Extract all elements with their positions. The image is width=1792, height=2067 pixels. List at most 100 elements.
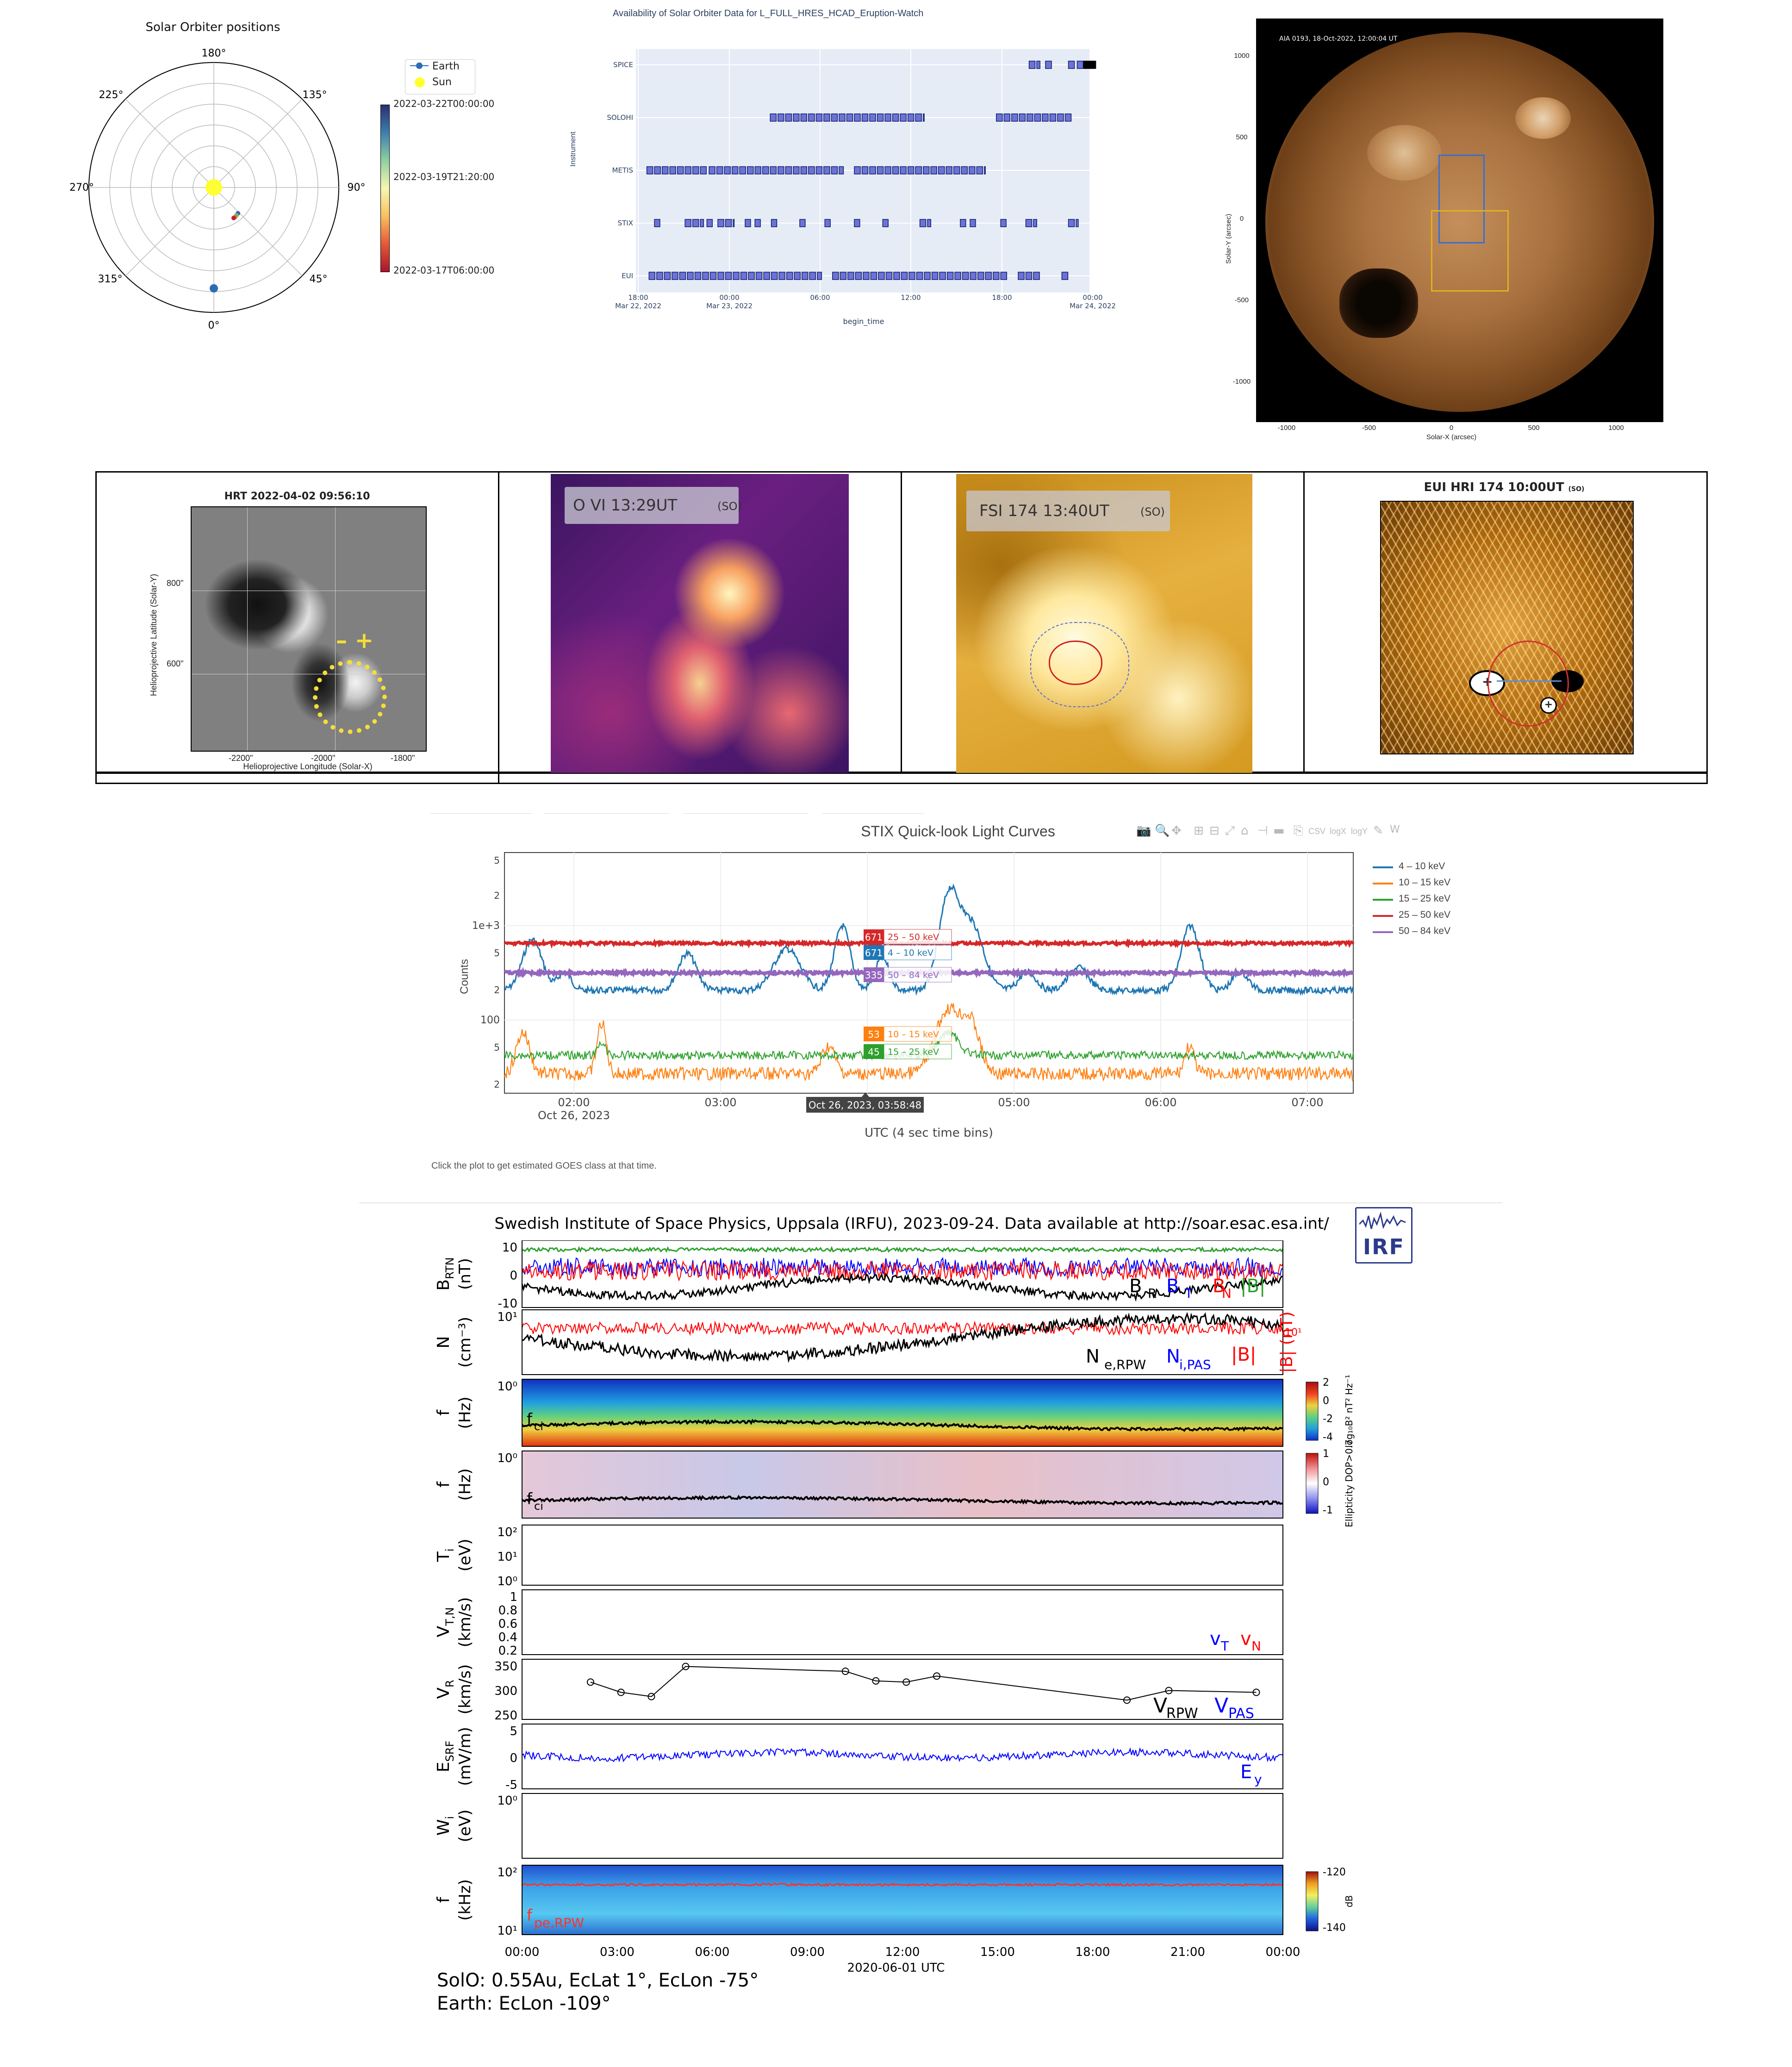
availability-bar [1068,61,1075,69]
toolbar-logx[interactable]: logX [1330,827,1347,836]
stix-ytick-6: 5 [494,1042,500,1053]
irfu-ylabel: f [434,1481,453,1488]
availability-bar [793,113,800,122]
toolbar-csv[interactable]: CSV [1308,827,1326,836]
availability-chart: SPICE SOLOHI METIS STIX EUI 18:00 Mar 22… [607,49,1116,326]
availability-bar [870,272,877,280]
stix-hover-swatch [864,1027,884,1041]
availability-bar [924,272,931,280]
availability-xlabel: begin_time [843,317,884,326]
stix-xtick-5: 07:00 [1291,1096,1323,1109]
availability-bar [824,219,831,227]
availability-bar [740,272,747,280]
availability-bar [1083,61,1096,69]
irfu-fpe-line [522,1882,1283,1887]
irfu-xtick: 15:00 [980,1945,1015,1959]
availability-bar [823,113,830,122]
availability-bar [1036,61,1040,69]
zoom-in-icon[interactable]: ⊞ [1194,824,1204,838]
availability-bar [664,272,671,280]
availability-bar [984,166,986,174]
legend-sun-icon [415,77,425,87]
autoscale-icon[interactable]: ⤢ [1225,824,1235,838]
hri-label: EUI HRI 174 10:00UT [1424,480,1564,494]
stix-legend-3[interactable]: 25 – 50 keV [1399,909,1451,920]
availability-bar [970,219,976,227]
stix-ytick-3: 5 [494,947,500,959]
polar-colorbar-bottom: 2022-03-17T06:00:00 [393,265,495,276]
irfu-ylabel: BRTN [434,1257,456,1290]
availability-bar [692,166,699,174]
ovi-panel: O VI 13:29UT (SO) [551,474,849,773]
availability-bar [1025,272,1033,280]
stix-legend[interactable]: 4 – 10 keV 10 – 15 keV 15 – 25 keV 25 – … [1373,860,1493,943]
stix-legend-0[interactable]: 4 – 10 keV [1399,861,1445,872]
legend-15-25-swatch [1373,899,1393,901]
stix-hover-value: 335 [865,970,883,981]
hrt-xtick-2: -1800" [391,753,415,763]
compare-icon[interactable]: ▬ [1273,824,1285,838]
pan-icon[interactable]: ✥ [1171,824,1182,838]
stix-chart[interactable]: 5 2 1e+3 5 2 100 5 2 02:00 Oct 26, 2023 … [463,847,1361,1143]
irfu-panel-frame [522,1659,1283,1720]
irf-logo-wave-icon [1359,1211,1406,1229]
spike-icon[interactable]: ⊣ [1257,824,1268,838]
aia-ytick-4: -1000 [1232,378,1251,386]
wiki-icon[interactable]: W [1390,824,1400,835]
availability-bar [969,166,976,174]
zoom-icon[interactable]: 🔍 [1155,824,1170,838]
stix-legend-1[interactable]: 10 – 15 keV [1399,877,1451,888]
stix-hover-label-bg [884,1044,952,1059]
irfu-xtick: 00:00 [505,1945,540,1959]
stix-hover-label: 15 – 25 keV [888,1047,939,1057]
avail-xtick-5: 00:00 [1083,293,1102,302]
availability-bar [970,272,977,280]
irfu-vr-pas: V [1214,1694,1228,1718]
irfu-ylabel: f [434,1409,453,1416]
irfu-legend-bn-sub: N [1222,1286,1232,1301]
irfu-panel-frame [522,1379,1283,1447]
irfu-panel-frame [522,1865,1283,1935]
camera-icon[interactable]: 📷 [1136,824,1151,838]
irfu-ytick: 1 [510,1590,517,1604]
polar-title: Solar Orbiter positions [145,20,280,34]
hrt-polarity-label: – + [336,628,373,654]
irfu-legend-br-sub: R [1148,1286,1157,1301]
stix-hover-swatch [864,1044,884,1059]
irfu-yunit: (km/s) [456,1597,474,1648]
availability-bar [654,219,660,227]
irfu-e-line [522,1747,1283,1762]
zoom-out-icon[interactable]: ⊟ [1209,824,1220,838]
availability-bar [694,272,702,280]
availability-bar [687,272,694,280]
avail-xtick-5-date: Mar 24, 2022 [1070,302,1116,310]
irfu-colorbar-3 [1306,1871,1319,1931]
irfu-spectrogram-rpw [522,1865,1283,1935]
irfu-ytick: 0.8 [498,1604,517,1618]
availability-bar [778,113,784,122]
pencil-icon[interactable]: ✎ [1373,824,1383,838]
availability-bar [1028,61,1036,69]
irfu-ytick: 10 [502,1241,517,1255]
stix-title: STIX Quick-look Light Curves [861,823,1055,840]
stix-legend-2[interactable]: 15 – 25 keV [1399,893,1451,904]
fsi-label: FSI 174 13:40UT [979,502,1109,520]
availability-bar [869,166,876,174]
hrt-ytick-0: 800" [167,579,184,588]
home-icon[interactable]: ⌂ [1241,824,1249,838]
irfu-colorbar-1-tick: -2 [1323,1413,1333,1425]
csv-icon[interactable]: ⎘ [1294,824,1303,838]
aia-xtick-0: -1000 [1277,424,1296,432]
inst-spice: SPICE [613,61,633,69]
availability-bar [717,219,724,227]
inst-metis: METIS [612,166,633,174]
irfu-legend-ne: N [1086,1346,1100,1367]
availability-bar [770,166,777,174]
irfu-xtick: 03:00 [600,1945,635,1959]
stix-legend-4[interactable]: 50 – 84 keV [1399,926,1451,936]
toolbar-logy[interactable]: logY [1351,827,1368,836]
hrt-xtick-1: -2000" [311,753,336,763]
availability-bar [717,272,724,280]
irfu-b-right-tick: 10¹ [1285,1327,1302,1339]
availability-bar [854,219,860,227]
